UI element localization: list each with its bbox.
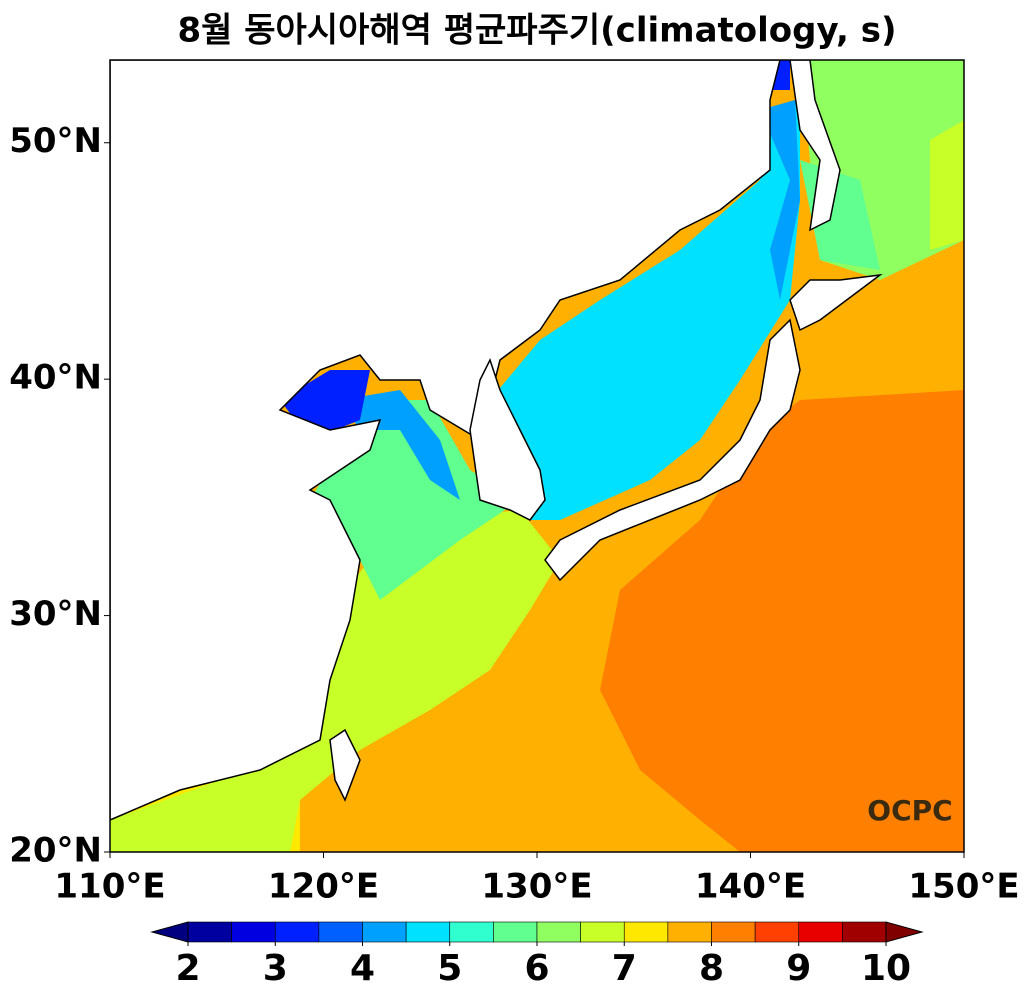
field-region — [490, 100, 800, 520]
x-tick-label: 110°E — [54, 867, 165, 907]
colorbar-tick-label: 6 — [524, 948, 549, 989]
colorbar-segment — [362, 921, 407, 943]
colorbar-segment — [798, 921, 843, 943]
land — [544, 318, 801, 582]
colorbar-segment — [405, 921, 451, 943]
y-tick-label: 40°N — [9, 358, 102, 398]
colorbar-tick-label: 3 — [263, 948, 288, 989]
colorbar-segment — [536, 921, 581, 943]
land — [789, 60, 841, 232]
field-region — [340, 390, 460, 500]
field-region — [110, 510, 560, 852]
colorbar-segment — [667, 921, 712, 943]
colorbar-tick-label: 4 — [350, 948, 375, 989]
map-field — [110, 60, 964, 852]
x-tick-label: 140°E — [695, 867, 806, 907]
colorbar-segment — [842, 921, 887, 943]
colorbar-segment — [187, 921, 232, 943]
colorbar-tick-label: 5 — [437, 948, 462, 989]
colorbar-extend-low — [150, 921, 189, 943]
land — [789, 273, 883, 332]
colorbar-tick-label: 2 — [175, 948, 200, 989]
colorbar-segment — [318, 921, 363, 943]
land — [469, 358, 546, 521]
y-tick-label: 50°N — [9, 121, 102, 161]
colorbar-segment — [580, 921, 625, 943]
map-title: 8월 동아시아해역 평균파주기(climatology, s) — [177, 11, 896, 51]
colorbar-segment — [623, 921, 669, 943]
field-region — [760, 100, 800, 300]
x-tick-label: 120°E — [268, 867, 379, 907]
field-region — [600, 390, 964, 852]
land — [329, 728, 361, 802]
x-tick-label: 150°E — [908, 867, 1019, 907]
land — [110, 60, 781, 821]
field-region — [930, 120, 964, 250]
colorbar-segment — [493, 921, 538, 943]
y-tick-label: 30°N — [9, 594, 102, 634]
colorbar-tick-label: 9 — [786, 948, 811, 989]
colorbar-segment — [711, 921, 756, 943]
x-tick-label: 130°E — [481, 867, 592, 907]
colorbar-segment — [231, 921, 276, 943]
y-tick-label: 20°N — [9, 831, 102, 871]
colorbar-segment — [449, 921, 494, 943]
colorbar-extend-high — [885, 921, 924, 943]
colorbar-segment — [274, 921, 320, 943]
watermark: OCPC — [867, 794, 952, 827]
colorbar-segment — [754, 921, 800, 943]
colorbar-tick-label: 7 — [612, 948, 637, 989]
colorbar-tick-label: 10 — [861, 948, 911, 989]
colorbar-tick-label: 8 — [699, 948, 724, 989]
